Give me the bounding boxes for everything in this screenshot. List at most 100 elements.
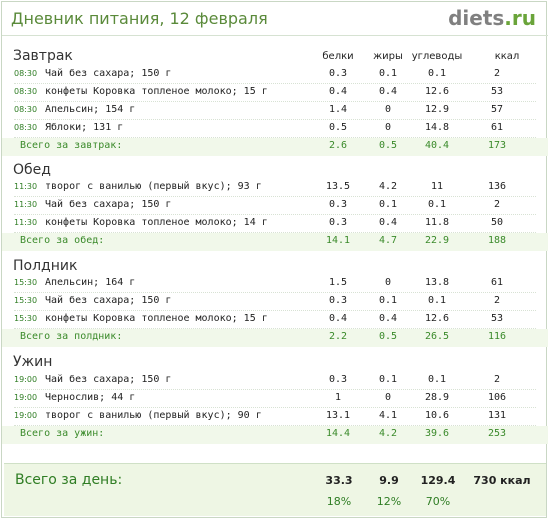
row-divider	[14, 425, 536, 426]
protein-value: 0.4	[328, 313, 348, 324]
protein-value: 0.3	[328, 374, 348, 385]
kcal-total: 253	[487, 428, 507, 439]
meal-time: 11:30	[14, 182, 38, 191]
protein-value: 1	[334, 392, 342, 403]
food-row[interactable]: 08:30 Яблоки; 131 г 0.5 0 14.8 61	[2, 120, 548, 138]
row-divider	[14, 137, 536, 138]
food-row[interactable]: 11:30 творог с ванилью (первый вкус); 93…	[2, 179, 548, 197]
protein-total: 2.2	[328, 331, 348, 342]
row-divider	[14, 407, 536, 408]
kcal-total: 116	[487, 331, 507, 342]
section-title-breakfast: Завтрак	[13, 48, 73, 64]
carbs-value: 12.6	[424, 86, 450, 97]
fat-value: 0.1	[378, 199, 398, 210]
row-divider	[14, 196, 536, 197]
meal-time: 15:30	[14, 296, 38, 305]
food-row[interactable]: 15:30 Чай без сахара; 150 г 0.3 0.1 0.1 …	[2, 293, 548, 311]
meal-time: 11:30	[14, 200, 38, 209]
row-divider	[14, 214, 536, 215]
section-total-label: Всего за завтрак:	[20, 140, 123, 151]
carbs-value: 11.8	[424, 217, 450, 228]
meal-time: 08:30	[14, 123, 38, 132]
food-row[interactable]: 11:30 Чай без сахара; 150 г 0.3 0.1 0.1 …	[2, 197, 548, 215]
food-name: творог с ванилью (первый вкус); 90 г	[45, 410, 262, 421]
kcal-value: 53	[490, 86, 504, 97]
protein-value: 0.3	[328, 68, 348, 79]
carbs-value: 11	[430, 181, 444, 192]
carbs-value: 0.1	[427, 199, 447, 210]
food-name: Яблоки; 131 г	[45, 122, 124, 133]
food-row[interactable]: 19:00 творог с ванилью (первый вкус); 90…	[2, 408, 548, 426]
section-total-row: Всего за обед: 14.1 4.7 22.9 188	[2, 233, 548, 251]
section-title-dinner: Ужин	[13, 354, 53, 370]
row-divider	[14, 328, 536, 329]
carbs-value: 28.9	[424, 392, 450, 403]
food-row[interactable]: 08:30 Апельсин; 154 г 1.4 0 12.9 57	[2, 102, 548, 120]
kcal-value: 61	[490, 122, 504, 133]
meal-time: 08:30	[14, 69, 38, 78]
food-name: Чай без сахара; 150 г	[45, 374, 172, 385]
fat-value: 0	[384, 122, 392, 133]
carbs-value: 12.6	[424, 313, 450, 324]
food-name: Апельсин; 154 г	[45, 104, 136, 115]
row-divider	[14, 292, 536, 293]
column-header-fat: жиры	[373, 51, 403, 62]
day-total-panel: Всего за день: 33.3 9.9 129.4 730 ккал 1…	[4, 463, 546, 516]
food-name: Чай без сахара; 150 г	[45, 295, 172, 306]
protein-value: 1.4	[328, 104, 348, 115]
carbs-total: 39.6	[424, 428, 450, 439]
fat-value: 0.1	[378, 374, 398, 385]
carbs-value: 12.9	[424, 104, 450, 115]
fat-total: 4.7	[378, 235, 398, 246]
food-row[interactable]: 08:30 Чай без сахара; 150 г 0.3 0.1 0.1 …	[2, 66, 548, 84]
fat-total: 0.5	[378, 140, 398, 151]
food-row[interactable]: 11:30 конфеты Коровка топленое молоко; 1…	[2, 215, 548, 233]
food-name: Чай без сахара; 150 г	[45, 68, 172, 79]
meal-time: 19:00	[14, 375, 38, 384]
food-row[interactable]: 15:30 Апельсин; 164 г 1.5 0 13.8 61	[2, 275, 548, 293]
fat-total: 4.2	[378, 428, 398, 439]
kcal-value: 2	[493, 68, 501, 79]
protein-value: 13.1	[325, 410, 351, 421]
meal-time: 08:30	[14, 87, 38, 96]
protein-value: 0.5	[328, 122, 348, 133]
kcal-value: 2	[493, 374, 501, 385]
fat-value: 0.4	[378, 313, 398, 324]
fat-total: 0.5	[378, 331, 398, 342]
kcal-value: 57	[490, 104, 504, 115]
fat-value: 0.1	[378, 295, 398, 306]
row-divider	[14, 101, 536, 102]
food-row[interactable]: 19:00 Чернослив; 44 г 1 0 28.9 106	[2, 390, 548, 408]
section-total-label: Всего за ужин:	[20, 428, 105, 439]
food-row[interactable]: 08:30 конфеты Коровка топленое молоко; 1…	[2, 84, 548, 102]
carbs-total: 22.9	[424, 235, 450, 246]
column-header-carbs: углеводы	[411, 51, 463, 62]
day-carbs-total: 129.4	[420, 474, 456, 487]
meal-time: 11:30	[14, 218, 38, 227]
logo-tld: .ru	[504, 6, 536, 30]
section-total-label: Всего за полдник:	[20, 331, 123, 342]
protein-value: 0.4	[328, 86, 348, 97]
carbs-value: 0.1	[427, 374, 447, 385]
day-protein-total: 33.3	[325, 474, 353, 487]
food-row[interactable]: 15:30 конфеты Коровка топленое молоко; 1…	[2, 311, 548, 329]
kcal-value: 136	[487, 181, 507, 192]
carbs-value: 10.6	[424, 410, 450, 421]
protein-total: 14.4	[325, 428, 351, 439]
protein-value: 0.3	[328, 217, 348, 228]
protein-value: 0.3	[328, 295, 348, 306]
kcal-total: 173	[487, 140, 507, 151]
fat-value: 0	[384, 104, 392, 115]
day-total-label: Всего за день:	[15, 472, 123, 488]
site-logo[interactable]: diets.ru	[448, 6, 536, 30]
header: Дневник питания, 12 февраля diets.ru	[2, 2, 548, 36]
meal-time: 08:30	[14, 105, 38, 114]
protein-value: 1.5	[328, 277, 348, 288]
section-total-row: Всего за ужин: 14.4 4.2 39.6 253	[2, 426, 548, 444]
fat-value: 0	[384, 277, 392, 288]
food-row[interactable]: 19:00 Чай без сахара; 150 г 0.3 0.1 0.1 …	[2, 372, 548, 390]
protein-total: 2.6	[328, 140, 348, 151]
row-divider	[14, 389, 536, 390]
row-divider	[14, 119, 536, 120]
